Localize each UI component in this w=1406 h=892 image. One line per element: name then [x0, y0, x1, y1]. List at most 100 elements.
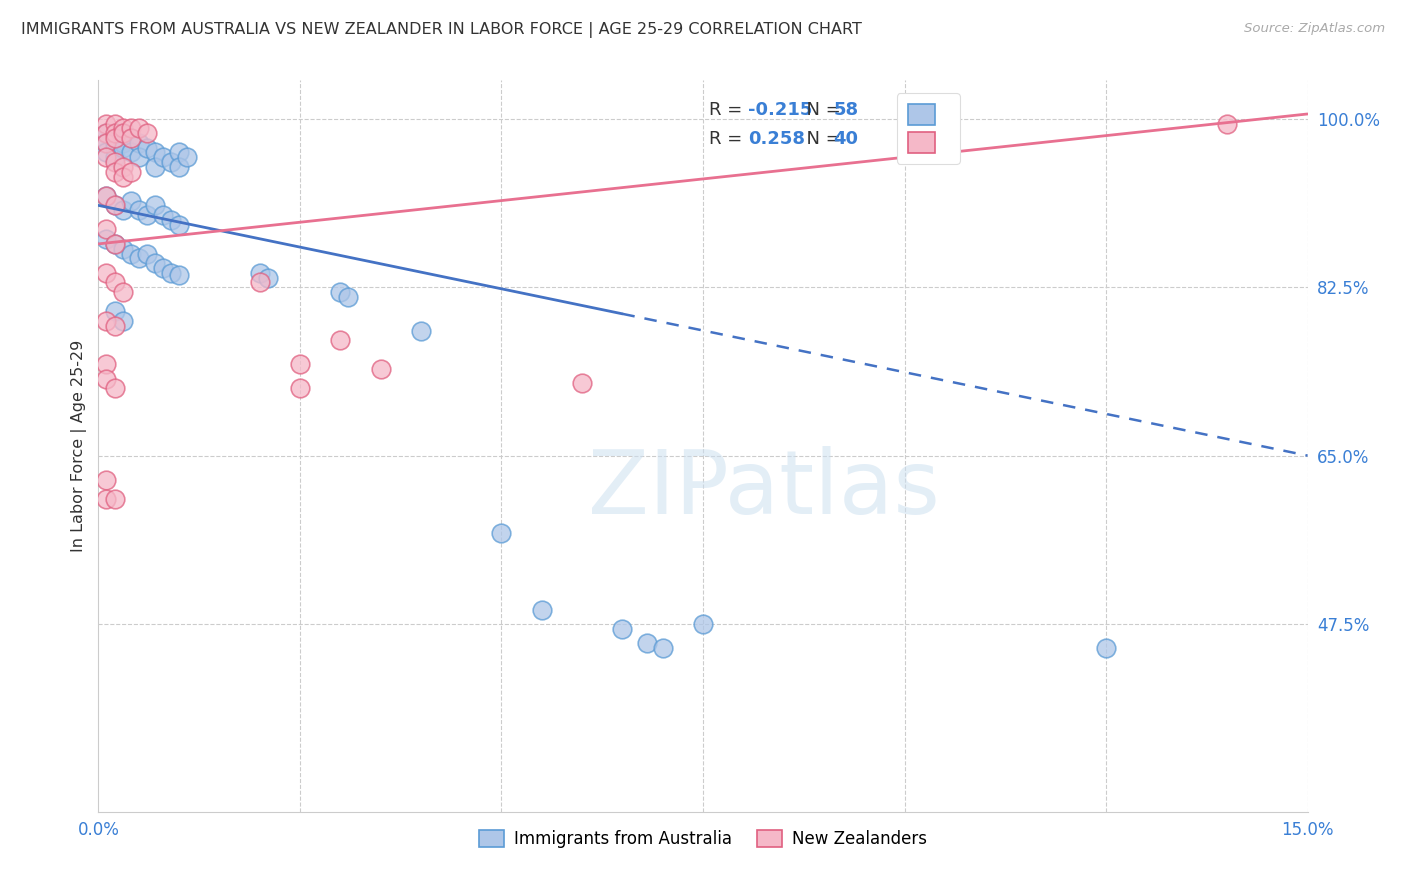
- Point: [167, 160, 190, 174]
- Point: [120, 131, 142, 145]
- Point: [103, 141, 125, 155]
- Point: [409, 324, 432, 338]
- Point: [256, 270, 278, 285]
- Point: [103, 276, 125, 290]
- Point: [103, 131, 125, 145]
- Point: [96, 473, 118, 487]
- Point: [160, 155, 183, 169]
- Point: [748, 853, 770, 867]
- Point: [96, 371, 118, 385]
- Point: [288, 357, 311, 371]
- Point: [167, 268, 190, 282]
- Point: [120, 246, 142, 260]
- Point: [135, 208, 157, 222]
- Text: 58: 58: [834, 101, 859, 119]
- Point: [1216, 117, 1239, 131]
- Text: R =: R =: [709, 130, 748, 148]
- Point: [128, 150, 150, 164]
- Point: [249, 276, 271, 290]
- Point: [135, 246, 157, 260]
- Point: [733, 848, 755, 863]
- Text: IMMIGRANTS FROM AUSTRALIA VS NEW ZEALANDER IN LABOR FORCE | AGE 25-29 CORRELATIO: IMMIGRANTS FROM AUSTRALIA VS NEW ZEALAND…: [21, 22, 862, 38]
- Text: R =: R =: [709, 101, 748, 119]
- Point: [329, 333, 352, 347]
- Text: ZIPatlas: ZIPatlas: [588, 446, 939, 533]
- Point: [96, 314, 118, 328]
- Point: [103, 198, 125, 212]
- Point: [103, 117, 125, 131]
- Text: 0.258: 0.258: [748, 130, 804, 148]
- Point: [103, 491, 125, 506]
- Point: [120, 164, 142, 178]
- Point: [176, 150, 198, 164]
- Text: -0.215: -0.215: [748, 101, 813, 119]
- Point: [103, 126, 125, 140]
- Legend: Immigrants from Australia, New Zealanders: Immigrants from Australia, New Zealander…: [472, 823, 934, 855]
- Point: [143, 160, 166, 174]
- Point: [152, 260, 174, 275]
- Point: [103, 198, 125, 212]
- Y-axis label: In Labor Force | Age 25-29: In Labor Force | Age 25-29: [72, 340, 87, 552]
- Point: [120, 131, 142, 145]
- Point: [120, 145, 142, 160]
- Point: [96, 126, 118, 140]
- Point: [111, 141, 134, 155]
- Point: [103, 155, 125, 169]
- Point: [612, 622, 634, 636]
- Point: [530, 602, 553, 616]
- Point: [103, 126, 125, 140]
- Point: [111, 136, 134, 150]
- Point: [111, 314, 134, 328]
- Point: [111, 242, 134, 256]
- Point: [96, 126, 118, 140]
- Point: [370, 362, 392, 376]
- Point: [636, 636, 658, 650]
- Point: [111, 121, 134, 136]
- Point: [571, 376, 593, 391]
- Point: [96, 357, 118, 371]
- Point: [96, 188, 118, 202]
- Point: [103, 381, 125, 395]
- Point: [96, 136, 118, 150]
- Point: [103, 150, 125, 164]
- Point: [249, 266, 271, 280]
- Text: Source: ZipAtlas.com: Source: ZipAtlas.com: [1244, 22, 1385, 36]
- Point: [96, 188, 118, 202]
- Point: [128, 136, 150, 150]
- Point: [103, 236, 125, 251]
- Point: [160, 266, 183, 280]
- Point: [111, 160, 134, 174]
- Point: [135, 126, 157, 140]
- Point: [143, 145, 166, 160]
- Point: [160, 212, 183, 227]
- Point: [651, 641, 673, 656]
- Point: [692, 617, 714, 632]
- Point: [111, 126, 134, 140]
- Point: [128, 121, 150, 136]
- Point: [111, 203, 134, 218]
- Point: [96, 150, 118, 164]
- Point: [96, 232, 118, 246]
- Point: [96, 491, 118, 506]
- Point: [103, 304, 125, 318]
- Point: [337, 290, 360, 304]
- Point: [96, 222, 118, 236]
- Text: N =: N =: [794, 101, 846, 119]
- Point: [111, 169, 134, 184]
- Point: [96, 145, 118, 160]
- Point: [152, 208, 174, 222]
- Point: [103, 136, 125, 150]
- Point: [167, 145, 190, 160]
- Text: 40: 40: [834, 130, 859, 148]
- Point: [96, 266, 118, 280]
- Point: [143, 198, 166, 212]
- Point: [152, 150, 174, 164]
- Point: [111, 285, 134, 299]
- Point: [120, 121, 142, 136]
- Text: N =: N =: [794, 130, 846, 148]
- Point: [167, 218, 190, 232]
- Point: [1095, 641, 1118, 656]
- Point: [103, 164, 125, 178]
- Point: [120, 194, 142, 208]
- Point: [96, 136, 118, 150]
